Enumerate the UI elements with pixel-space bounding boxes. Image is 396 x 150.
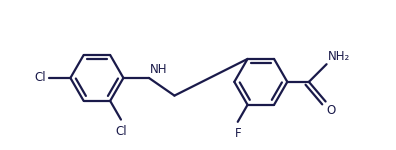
Text: Cl: Cl xyxy=(34,71,46,84)
Text: NH₂: NH₂ xyxy=(327,50,350,63)
Text: NH: NH xyxy=(150,63,168,76)
Text: F: F xyxy=(234,127,241,140)
Text: Cl: Cl xyxy=(115,124,127,138)
Text: O: O xyxy=(327,104,336,117)
